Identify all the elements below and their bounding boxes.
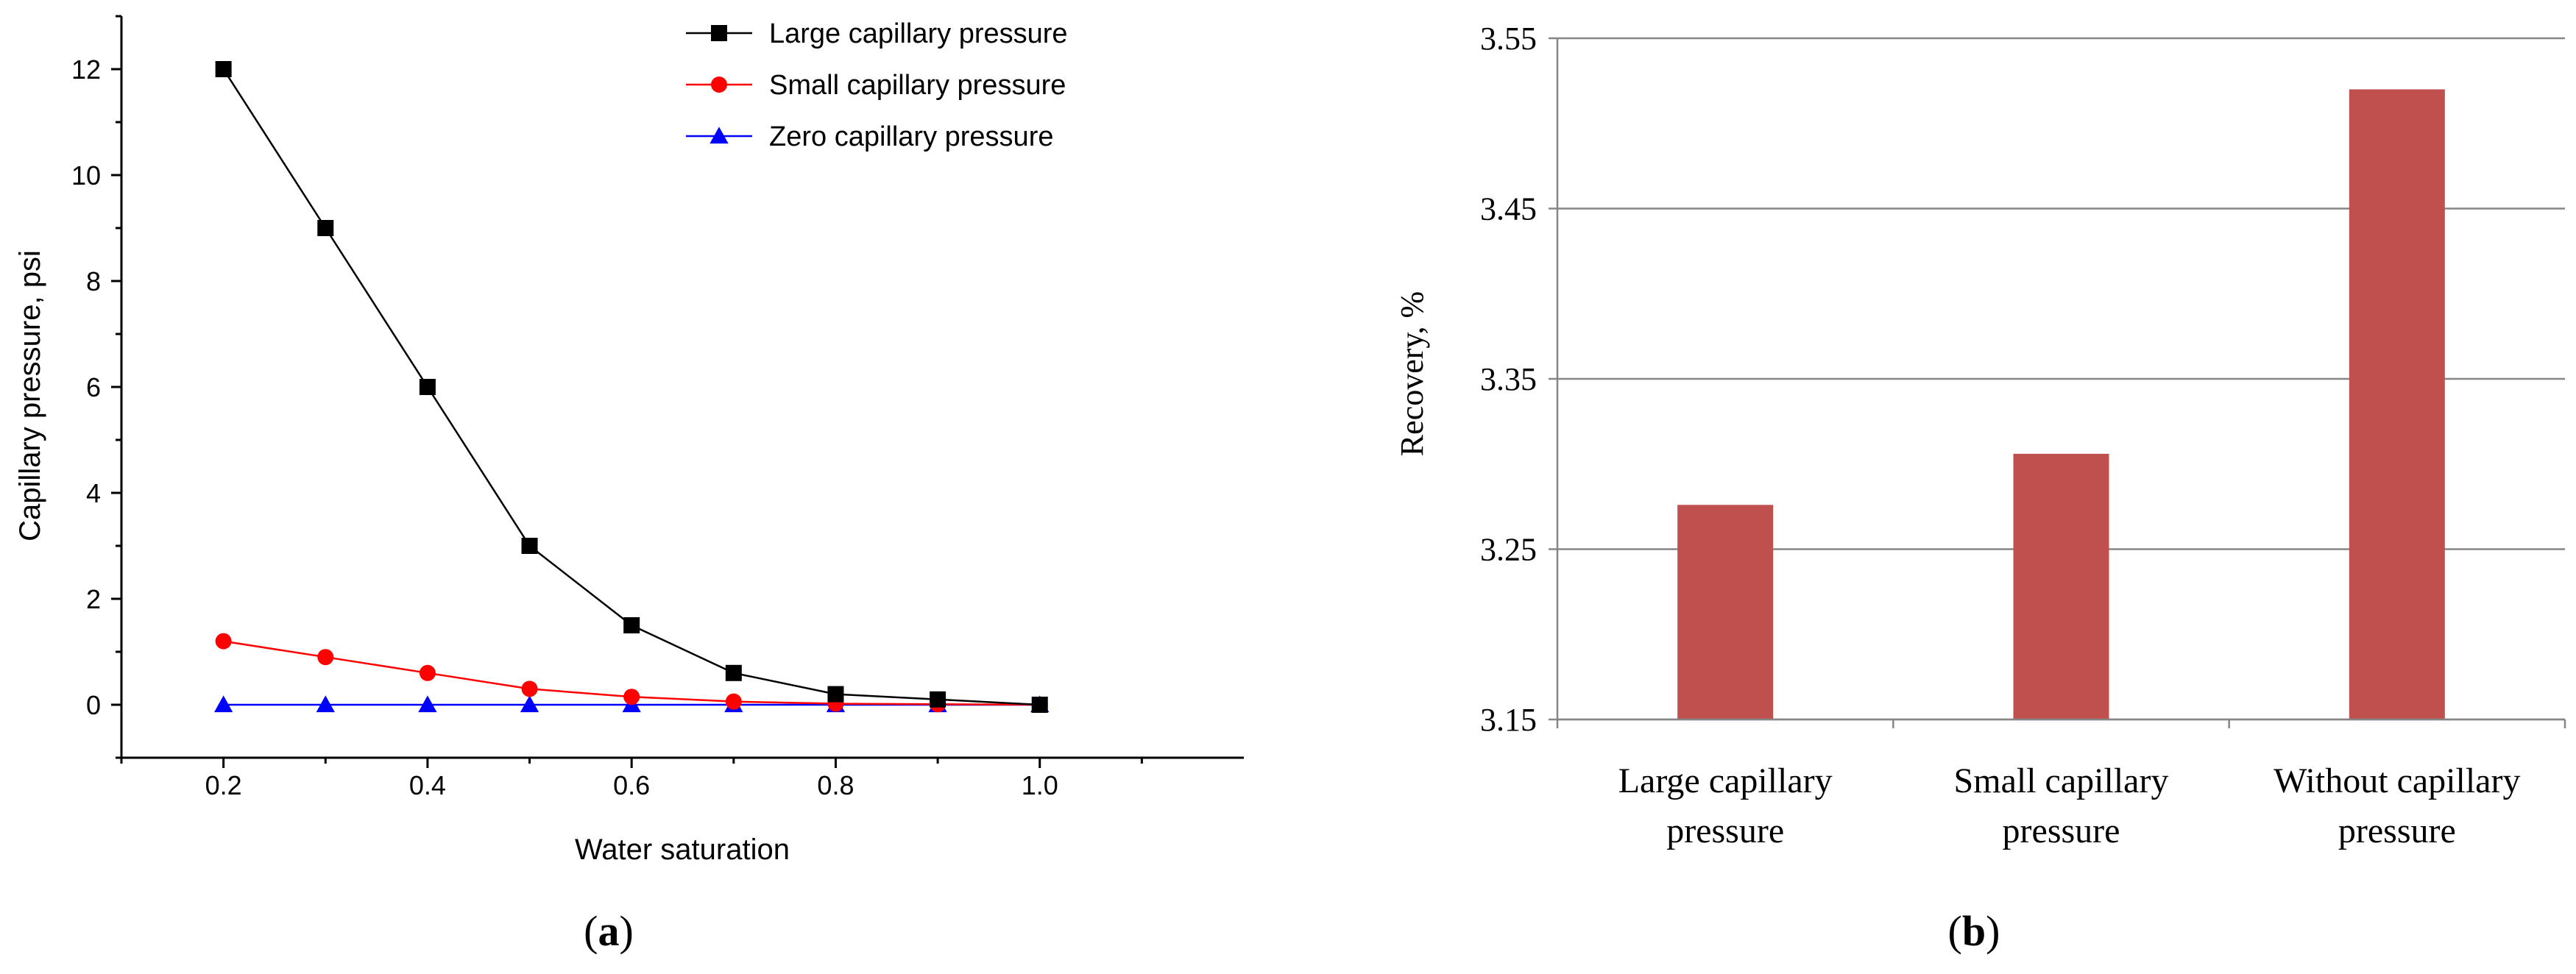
data-point-zero (316, 695, 335, 713)
panel-a-y-tick-label: 4 (86, 478, 101, 508)
panel-b-axes: 3.15 3.25 3.35 3.45 3.55 Large capillary press… (1480, 21, 2566, 850)
panel-b-y-tick-label: 3.55 (1480, 21, 1537, 57)
data-point-small (623, 689, 640, 705)
panel-b-caption: (b) (1948, 907, 2000, 955)
panel-a-x-tick-label: 1.0 (1022, 770, 1058, 800)
panel-a-y-tick-label: 10 (71, 160, 101, 191)
panel-b-y-tick-label: 3.35 (1480, 361, 1537, 397)
panel-b-y-tick-label: 3.25 (1480, 532, 1537, 568)
data-point-large (419, 379, 436, 395)
data-point-small (725, 693, 742, 710)
data-point-large (521, 538, 538, 554)
panel-b-y-tick-label: 3.15 (1480, 702, 1537, 738)
data-point-large (317, 220, 334, 236)
panel-a-x-tick-label: 0.2 (205, 770, 242, 800)
panel-a-x-axis-label: Water saturation (575, 833, 790, 866)
panel-a-x-tick-label: 0.4 (409, 770, 446, 800)
data-point-zero (520, 695, 539, 713)
data-point-small (317, 649, 334, 666)
panel-b-y-axis-label: Recovery, % (1394, 291, 1430, 456)
panel-b-category-label: pressure (1666, 811, 1784, 850)
panel-a-y-axis-label: Capillary pressure, psi (14, 250, 46, 541)
panel-a-y-tick-label: 12 (71, 54, 101, 85)
bar-3 (2349, 89, 2445, 719)
panel-a-line-chart: 0 2 4 6 8 10 12 0.2 0.4 0.6 0.8 1.0 Large capillary… (14, 15, 1244, 955)
panel-a-x-tick-label: 0.8 (817, 770, 854, 800)
legend-label-large: Large capillary pressure (769, 18, 1068, 49)
data-point-large (930, 691, 946, 708)
panel-a-y-tick-label: 6 (86, 372, 101, 402)
panel-a-y-tick-label: 2 (86, 584, 101, 614)
panel-b-bar-chart: 3.15 3.25 3.35 3.45 3.55 Large capillary press… (1394, 21, 2566, 955)
bar-2 (2013, 453, 2109, 719)
panel-b-y-tick-label: 3.45 (1480, 191, 1537, 227)
data-point-zero (418, 695, 437, 713)
panel-a-axes: 0 2 4 6 8 10 12 0.2 0.4 0.6 0.8 1.0 (71, 15, 1244, 800)
legend-marker-zero (710, 127, 729, 144)
panel-a-series (213, 61, 1050, 713)
data-point-small (419, 664, 436, 681)
data-point-small (521, 680, 538, 697)
panel-b-category-label: Small capillary (1954, 761, 2169, 800)
data-point-large (1031, 697, 1048, 713)
panel-b-category-label: pressure (2003, 811, 2120, 850)
panel-a-legend: Large capillary pressure Small capillary … (686, 18, 1068, 152)
panel-a-caption: (a) (584, 907, 634, 955)
legend-label-zero: Zero capillary pressure (769, 121, 1053, 152)
data-point-large (827, 686, 844, 703)
legend-label-small: Small capillary pressure (769, 70, 1066, 101)
data-point-zero (213, 695, 233, 713)
data-point-large (623, 617, 640, 633)
data-point-large (725, 664, 742, 681)
bar-1 (1677, 505, 1774, 719)
panel-b-bars (1677, 89, 2445, 719)
panel-b-category-label: pressure (2338, 811, 2456, 850)
legend-marker-large (711, 25, 727, 41)
panel-b-category-label: Large capillary (1618, 761, 1833, 800)
panel-b-category-label: Without capillary (2274, 761, 2520, 800)
data-point-large (215, 61, 232, 77)
panel-a-y-tick-label: 8 (86, 266, 101, 296)
series-line-large (222, 68, 1040, 706)
panel-a-y-tick-label: 0 (86, 690, 101, 720)
data-point-small (215, 633, 232, 650)
legend-marker-small (711, 77, 727, 93)
panel-a-x-tick-label: 0.6 (613, 770, 650, 800)
